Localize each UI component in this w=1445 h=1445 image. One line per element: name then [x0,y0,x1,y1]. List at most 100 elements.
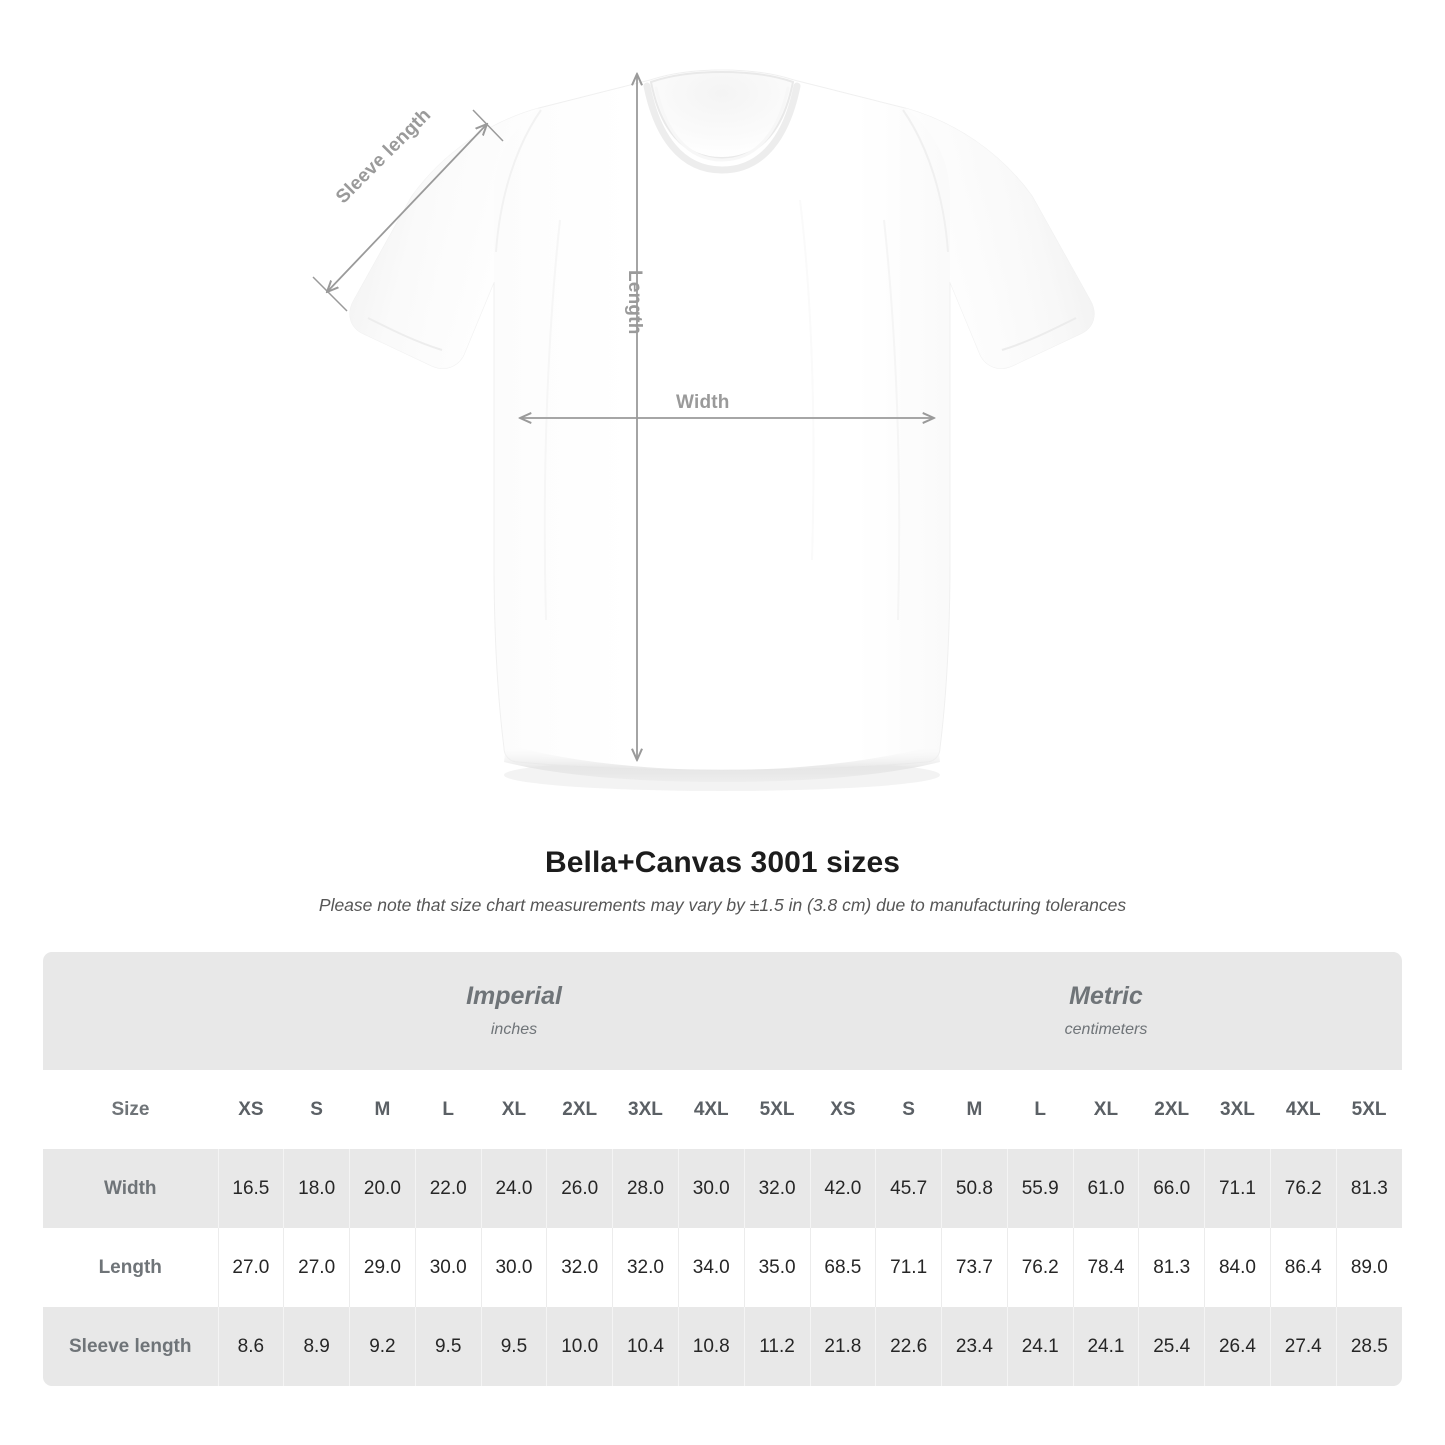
measurement-cell: 73.7 [941,1228,1008,1307]
unit-group-name: Metric [1069,981,1143,1010]
unit-header-row: Imperial inches Metric centimeters [43,952,1402,1070]
size-column-header: 2XL [1138,1070,1205,1149]
measurement-cell: 26.0 [546,1149,613,1228]
measurement-cell: 66.0 [1138,1149,1205,1228]
measurement-cell: 50.8 [941,1149,1008,1228]
measurement-cell: 22.0 [414,1149,482,1228]
measurement-cell: 10.8 [677,1307,745,1386]
measurement-row-label: Length [43,1228,218,1307]
measurement-cell: 27.0 [283,1228,350,1307]
table-row: Width 16.5 18.0 20.0 22.0 24.0 26.0 28.0 30.0 32.… [43,1149,1402,1228]
unit-group-imperial: Imperial inches [218,952,810,1070]
measurement-cell: 81.3 [1335,1149,1402,1228]
size-column-header: L [415,1070,482,1149]
table-row: Sleeve length 8.6 8.9 9.2 9.5 9.5 10.0 10.4 10.8… [43,1307,1402,1386]
unit-group-name: Imperial [466,981,562,1010]
shirt-bottom-hem-shadow [504,744,940,782]
measurement-cell: 9.5 [414,1307,482,1386]
measurement-cell: 76.2 [1269,1149,1337,1228]
table-row: Length 27.0 27.0 29.0 30.0 30.0 32.0 32.0 34.0 35… [43,1228,1402,1307]
right-shoulder-seam [902,109,949,253]
right-sleeve-hem-seam [1001,317,1077,351]
measurement-cell: 30.0 [414,1228,482,1307]
size-column-header: M [349,1070,416,1149]
measurement-cell: 30.0 [480,1228,547,1307]
fabric-fold-center [799,199,815,561]
measurement-cell: 78.4 [1072,1228,1139,1307]
measurement-cell: 27.0 [217,1228,284,1307]
measurement-cell: 35.0 [743,1228,810,1307]
measurement-cell: 32.0 [743,1149,810,1228]
sleeve-extension-line-lower [312,276,348,312]
size-column-header: 4XL [678,1070,745,1149]
measurement-cell: 76.2 [1006,1228,1074,1307]
measurement-cell: 9.2 [349,1307,416,1386]
measurement-cell: 27.4 [1269,1307,1337,1386]
size-column-header: 4XL [1270,1070,1337,1149]
measurement-cell: 45.7 [875,1149,942,1228]
measurement-cell: 23.4 [941,1307,1008,1386]
measurement-cell: 25.4 [1138,1307,1205,1386]
measurement-cell: 24.1 [1006,1307,1074,1386]
measurement-cell: 10.0 [546,1307,613,1386]
unit-group-subtitle: inches [490,1021,538,1039]
measurement-row-label: Width [43,1149,218,1228]
unit-group-subtitle: centimeters [1064,1021,1148,1039]
tolerance-note: Please note that size chart measurements… [318,895,1127,915]
shirt-collar-rib-inner [654,86,790,162]
measurement-row-label: Sleeve length [43,1307,218,1386]
fabric-fold-left [543,219,561,621]
measurement-cell: 89.0 [1335,1228,1402,1307]
measurement-cell: 8.9 [283,1307,350,1386]
tshirt-measurement-diagram: Sleeve length Length Width [312,0,1445,830]
measurement-cell: 21.8 [809,1307,876,1386]
fabric-fold-right [883,219,901,621]
size-column-header: 5XL [744,1070,810,1149]
measurement-cell: 81.3 [1138,1228,1205,1307]
size-row-label: Size [43,1070,218,1149]
width-label: Width [676,392,730,413]
shirt-right-sleeve [905,108,1095,369]
page-title: Bella+Canvas 3001 sizes [544,846,901,879]
measurement-cell: 86.4 [1269,1228,1337,1307]
measurement-cell: 84.0 [1204,1228,1271,1307]
size-column-header: 3XL [612,1070,679,1149]
size-column-header: M [941,1070,1008,1149]
size-column-header: 3XL [1204,1070,1271,1149]
sleeve-extension-line-upper [472,109,504,142]
measurement-cell: 11.2 [743,1307,810,1386]
size-column-header: 2XL [546,1070,613,1149]
measurement-cell: 71.1 [1204,1149,1271,1228]
measurement-cell: 16.5 [217,1149,284,1228]
measurement-cell: 42.0 [809,1149,876,1228]
measurement-cell: 8.6 [217,1307,284,1386]
left-sleeve-hem-seam [367,317,443,351]
length-label: Length [624,270,645,335]
size-chart-table: Imperial inches Metric centimeters Size XS S M L… [43,952,1402,1386]
unit-group-metric: Metric centimeters [810,952,1402,1070]
size-column-header: L [1007,1070,1074,1149]
size-header-row: Size XS S M L XL 2XL 3XL 4XL 5XL XS S M L XL 2XL 3XL 4XL 5… [43,1070,1402,1149]
measurement-cell: 20.0 [349,1149,416,1228]
measurement-cell: 29.0 [349,1228,416,1307]
measurement-cell: 28.0 [612,1149,679,1228]
size-column-header: S [283,1070,350,1149]
shirt-collar-rib [643,82,801,174]
measurement-cell: 22.6 [875,1307,942,1386]
measurement-cell: 71.1 [875,1228,942,1307]
size-column-header: 5XL [1336,1070,1402,1149]
measurement-cell: 18.0 [283,1149,350,1228]
title-block: Bella+Canvas 3001 sizes Please note that… [0,846,1445,916]
unit-header-spacer [43,952,218,1070]
measurement-cell: 10.4 [612,1307,679,1386]
measurement-cell: 68.5 [809,1228,876,1307]
measurement-cell: 61.0 [1072,1149,1139,1228]
measurement-cell: 24.1 [1072,1307,1139,1386]
measurement-cell: 55.9 [1006,1149,1074,1228]
size-column-header: XS [810,1070,876,1149]
measurement-cell: 24.0 [480,1149,547,1228]
size-chart-table-wrap: Imperial inches Metric centimeters Size XS S M L… [43,952,1402,1386]
measurement-cell: 9.5 [480,1307,547,1386]
measurement-annotations [312,0,1445,830]
size-column-header: XL [481,1070,547,1149]
